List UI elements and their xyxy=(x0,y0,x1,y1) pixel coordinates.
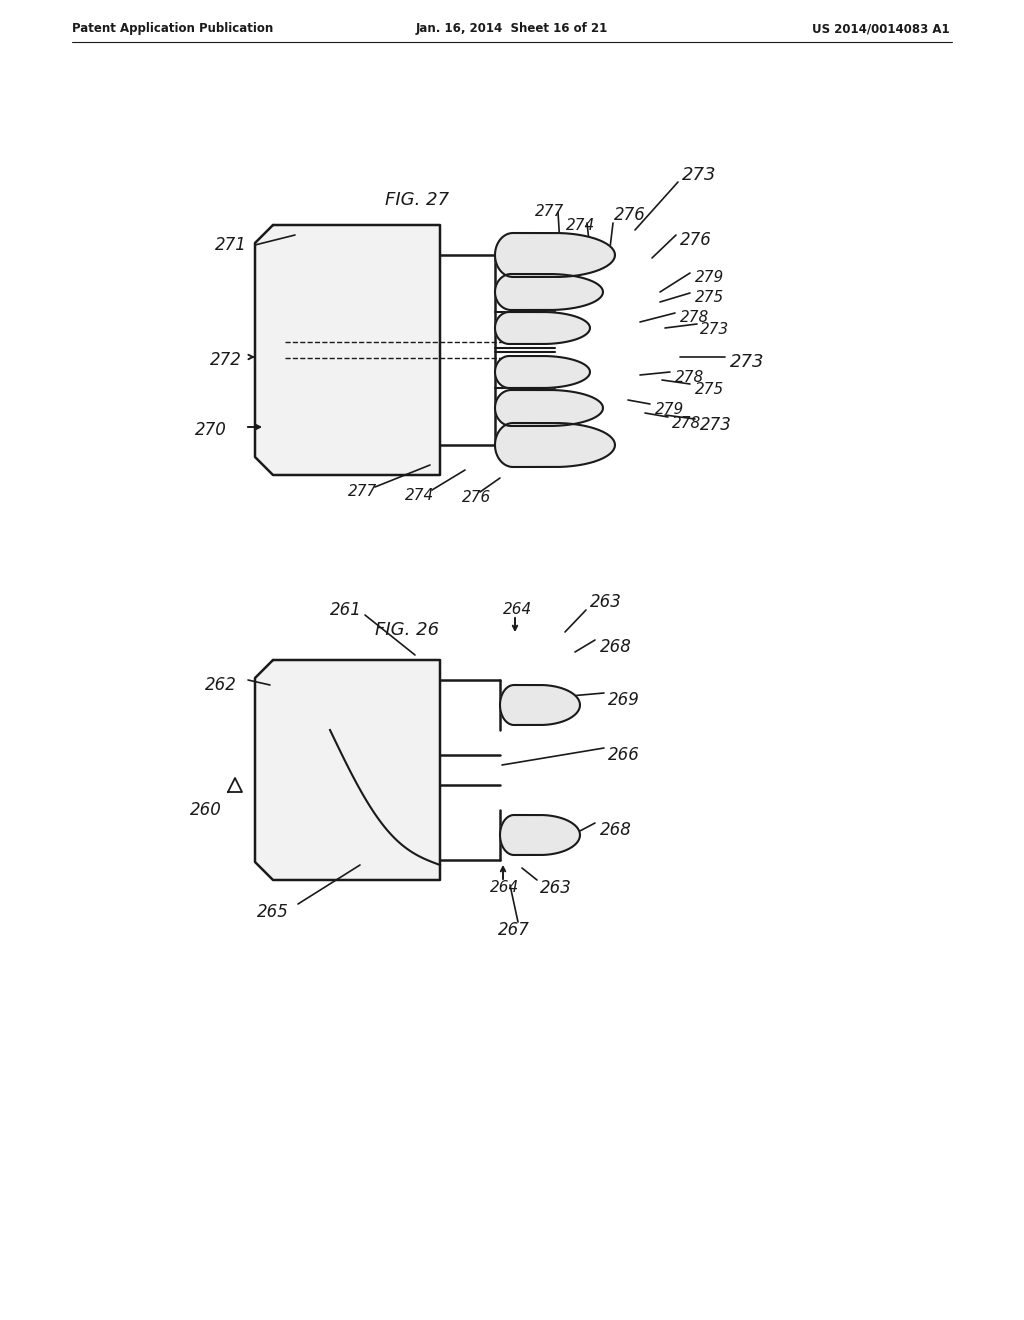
Text: 263: 263 xyxy=(590,593,622,611)
Text: 274: 274 xyxy=(566,218,595,232)
Text: 272: 272 xyxy=(210,351,242,370)
Text: Patent Application Publication: Patent Application Publication xyxy=(72,22,273,36)
Text: 278: 278 xyxy=(672,416,701,430)
Text: 277: 277 xyxy=(348,484,377,499)
Polygon shape xyxy=(495,422,615,467)
Text: 278: 278 xyxy=(680,310,710,326)
Text: 260: 260 xyxy=(190,801,222,818)
Text: 274: 274 xyxy=(406,487,434,503)
Text: 276: 276 xyxy=(680,231,712,249)
Text: 279: 279 xyxy=(695,271,724,285)
Text: 273: 273 xyxy=(730,352,765,371)
Text: 265: 265 xyxy=(257,903,289,921)
Text: US 2014/0014083 A1: US 2014/0014083 A1 xyxy=(812,22,950,36)
Polygon shape xyxy=(255,224,440,475)
Text: 264: 264 xyxy=(503,602,532,618)
Text: 271: 271 xyxy=(215,236,247,253)
Text: 268: 268 xyxy=(600,821,632,840)
Polygon shape xyxy=(495,275,603,310)
Text: 276: 276 xyxy=(614,206,646,224)
Polygon shape xyxy=(500,814,580,855)
Polygon shape xyxy=(500,685,580,725)
Text: 269: 269 xyxy=(608,690,640,709)
Text: 278: 278 xyxy=(675,371,705,385)
Text: 273: 273 xyxy=(682,166,717,183)
Text: 266: 266 xyxy=(608,746,640,764)
Text: 264: 264 xyxy=(490,880,519,895)
Polygon shape xyxy=(495,312,590,345)
Polygon shape xyxy=(495,234,615,277)
Text: FIG. 26: FIG. 26 xyxy=(375,620,439,639)
Polygon shape xyxy=(495,389,603,426)
Text: 270: 270 xyxy=(195,421,227,440)
Text: 276: 276 xyxy=(462,491,492,506)
Text: Jan. 16, 2014  Sheet 16 of 21: Jan. 16, 2014 Sheet 16 of 21 xyxy=(416,22,608,36)
Text: 273: 273 xyxy=(700,416,732,434)
Text: 275: 275 xyxy=(695,290,724,305)
Text: 263: 263 xyxy=(540,879,571,898)
Polygon shape xyxy=(495,356,590,388)
Text: 277: 277 xyxy=(535,205,564,219)
Text: 279: 279 xyxy=(655,403,684,417)
Text: 267: 267 xyxy=(498,921,529,939)
Text: 268: 268 xyxy=(600,638,632,656)
Polygon shape xyxy=(255,660,440,880)
Text: 261: 261 xyxy=(330,601,361,619)
Text: FIG. 27: FIG. 27 xyxy=(385,191,450,209)
Text: 273: 273 xyxy=(700,322,729,338)
Text: 275: 275 xyxy=(695,383,724,397)
Text: 262: 262 xyxy=(205,676,237,694)
